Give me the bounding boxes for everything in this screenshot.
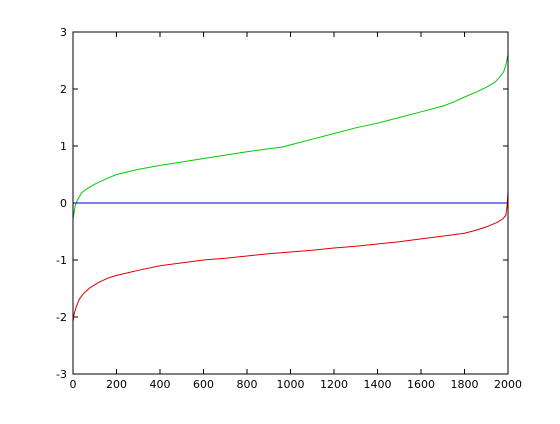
series-line-1 [72, 54, 509, 220]
y-tick-label: 3 [60, 26, 67, 39]
x-tick-label: 200 [106, 378, 127, 391]
series-layer [72, 54, 509, 322]
y-tick-label: -1 [56, 254, 67, 267]
x-tick-label: 0 [70, 378, 77, 391]
x-tick-label: 2000 [494, 378, 522, 391]
y-tick-label: 1 [60, 140, 67, 153]
x-tick-label: 1000 [277, 378, 305, 391]
x-tick-label: 400 [150, 378, 171, 391]
y-tick-label: -3 [56, 368, 67, 381]
series-line-3 [72, 191, 509, 322]
x-tick-label: 1800 [451, 378, 479, 391]
plot-frame [72, 31, 509, 375]
axes: 0 200 400 600 800 1000 1200 1400 1600 1800 2000 -3 -… [56, 26, 522, 391]
x-tick-label: 1400 [364, 378, 392, 391]
x-tick-label: 800 [237, 378, 258, 391]
y-tick-label: -2 [56, 311, 67, 324]
x-tick-label: 1600 [407, 378, 435, 391]
y-tick-label: 0 [60, 197, 67, 210]
y-tick-label: 2 [60, 83, 67, 96]
x-tick-label: 1200 [320, 378, 348, 391]
x-tick-label: 600 [193, 378, 214, 391]
